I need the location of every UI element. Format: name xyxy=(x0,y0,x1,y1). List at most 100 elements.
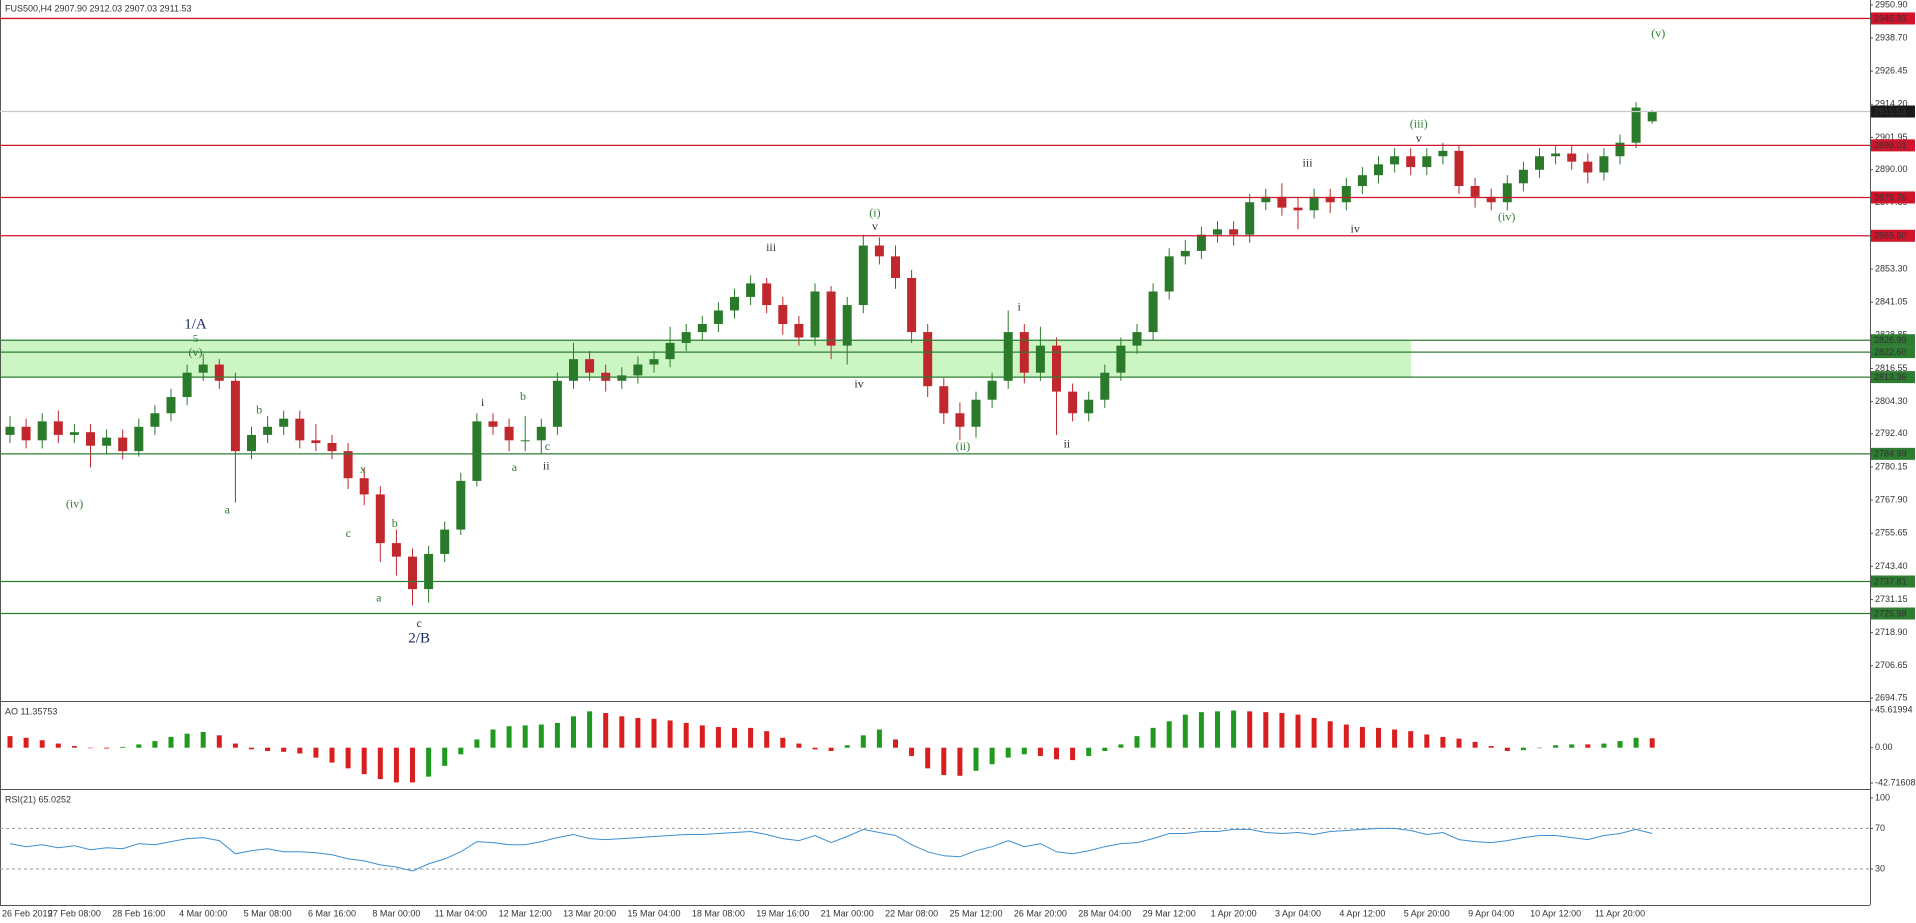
candle-body xyxy=(1180,250,1190,257)
ao-bar xyxy=(458,747,464,755)
y-tick-label: 2718.90 xyxy=(1875,627,1908,637)
ao-bar xyxy=(442,747,448,766)
panel-title: AO 11.35753 xyxy=(5,706,57,716)
x-tick-label: 18 Mar 08:00 xyxy=(692,908,745,918)
wave-label: a xyxy=(225,503,231,517)
ao-bar xyxy=(699,725,705,748)
ao-bar xyxy=(474,739,480,748)
ao-bar xyxy=(39,740,45,748)
candle-body xyxy=(37,421,47,441)
candle-body xyxy=(1502,183,1512,203)
wave-label: iv xyxy=(854,377,863,391)
candle-body xyxy=(1470,185,1480,197)
candle-body xyxy=(1084,399,1094,414)
y-tick-label: 2767.90 xyxy=(1875,494,1908,504)
candle-body xyxy=(665,342,675,360)
candle-body xyxy=(1035,345,1045,373)
ao-bar xyxy=(1215,711,1220,748)
panel-title: RSI(21) 65.0252 xyxy=(5,794,71,804)
ao-bar xyxy=(249,747,254,750)
candle-body xyxy=(1615,142,1625,157)
ao-bar xyxy=(844,745,850,748)
candle-body xyxy=(891,256,900,278)
ao-bar xyxy=(71,746,77,748)
candle-body xyxy=(971,399,981,427)
panel-title: FUS500,H4 2907.90 2912.03 2907.03 2911.5… xyxy=(5,3,192,13)
candle-body xyxy=(1535,156,1544,170)
candle-body xyxy=(923,332,933,387)
wave-label: v xyxy=(872,219,878,233)
candle-body xyxy=(1325,196,1335,203)
ao-bar xyxy=(1311,717,1317,748)
ao-bar xyxy=(410,747,415,783)
candle-body xyxy=(1422,156,1432,168)
ao-bar xyxy=(1279,712,1285,748)
ao-bar xyxy=(909,747,915,756)
candle-body xyxy=(424,553,434,590)
ao-bar xyxy=(232,743,238,748)
ao-bar xyxy=(136,744,142,748)
wave-label: 2/B xyxy=(408,631,430,647)
wave-label: ii xyxy=(1063,437,1070,451)
x-tick-label: 5 Apr 20:00 xyxy=(1404,908,1450,918)
ao-bar xyxy=(152,741,158,748)
ao-bar xyxy=(651,718,657,748)
ao-bar xyxy=(265,747,271,752)
level-label-box xyxy=(1871,346,1915,359)
wave-label: x xyxy=(360,462,366,476)
ao-bar xyxy=(313,747,319,758)
candle-body xyxy=(810,291,820,338)
ao-bar xyxy=(329,747,335,763)
candle-body xyxy=(939,386,949,414)
wave-label: c xyxy=(416,616,421,630)
wave-label: b xyxy=(392,516,398,530)
x-tick-label: 1 Apr 20:00 xyxy=(1211,908,1257,918)
x-tick-label: 5 Mar 08:00 xyxy=(244,908,292,918)
level-label-box xyxy=(1871,191,1915,204)
ao-bar xyxy=(1520,747,1526,751)
candle-body xyxy=(778,305,788,324)
candle-body xyxy=(536,426,546,441)
ao-bar xyxy=(1150,727,1156,748)
level-label: 2911.53 xyxy=(1874,106,1906,116)
y-tick-label: -42.71608 xyxy=(1875,777,1916,787)
x-tick-label: 26 Mar 20:00 xyxy=(1014,908,1067,918)
candle-body xyxy=(1567,153,1577,162)
y-tick-label: 2792.40 xyxy=(1875,428,1908,438)
ao-bar xyxy=(281,747,287,752)
wave-label: b xyxy=(520,389,526,403)
ao-bar xyxy=(1392,729,1398,748)
candle-body xyxy=(746,283,756,297)
level-label: 2822.60 xyxy=(1874,347,1907,357)
rsi-line xyxy=(9,827,1653,872)
candle-body xyxy=(1390,156,1400,165)
candle-body xyxy=(150,413,160,427)
ao-bar xyxy=(1231,710,1237,748)
y-tick-label: 2743.40 xyxy=(1875,561,1908,571)
candle-body xyxy=(134,426,144,452)
y-tick-label: 2816.55 xyxy=(1875,363,1908,373)
candle-body xyxy=(1148,291,1158,333)
candle-body xyxy=(794,323,804,338)
ao-bar xyxy=(667,720,673,748)
wave-label: (v) xyxy=(1651,26,1665,40)
y-tick-label: 2706.65 xyxy=(1875,660,1908,670)
ao-bar xyxy=(1343,724,1349,748)
ao-bar xyxy=(1649,738,1655,748)
candle-body xyxy=(1309,196,1319,211)
y-tick-label: 0.00 xyxy=(1875,742,1893,752)
ao-bar xyxy=(1617,741,1623,748)
ao-bar xyxy=(184,733,190,748)
ao-bar xyxy=(1553,745,1559,748)
wave-label: v xyxy=(1416,131,1422,145)
y-tick-label: 30 xyxy=(1875,863,1885,873)
ao-bar xyxy=(297,747,303,754)
x-tick-label: 11 Mar 04:00 xyxy=(435,908,487,918)
x-tick-label: 15 Mar 04:00 xyxy=(627,908,680,918)
ao-bar xyxy=(216,735,222,748)
wave-label: (ii) xyxy=(956,439,971,453)
level-label: 2813.36 xyxy=(1874,372,1907,382)
ao-bar xyxy=(1247,711,1253,748)
candle-body xyxy=(874,245,884,257)
candle-body xyxy=(1631,107,1641,143)
